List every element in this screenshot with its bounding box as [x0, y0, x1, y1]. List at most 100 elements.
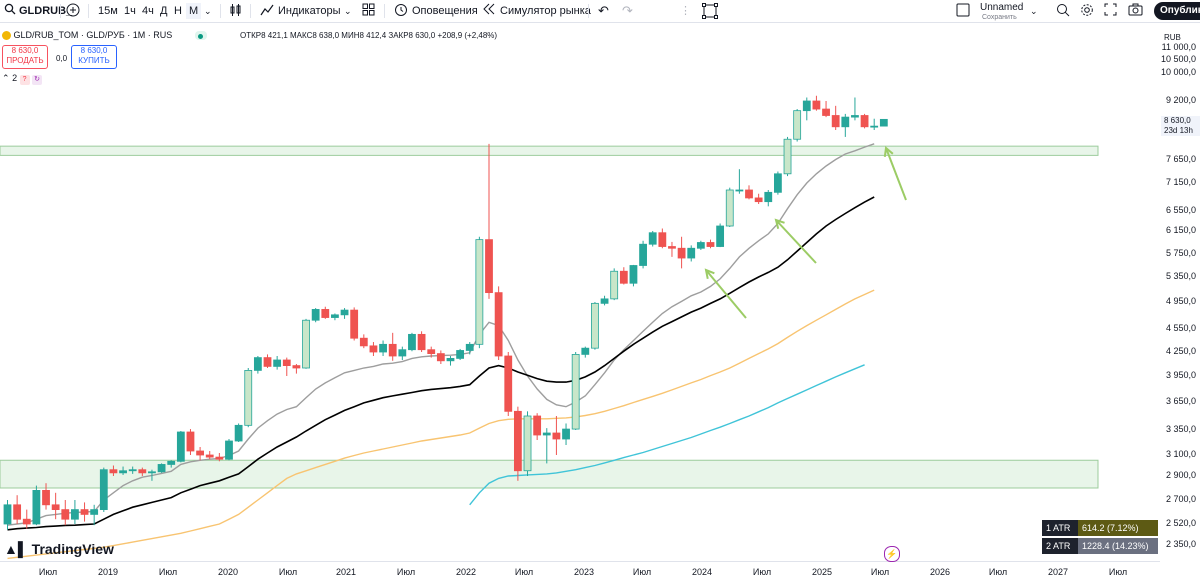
sell-button[interactable]: 8 630,0 ПРОДАТЬ — [2, 45, 48, 69]
candle[interactable] — [32, 485, 41, 526]
indicators-chevron-icon[interactable]: ⌄ — [344, 6, 352, 16]
candle[interactable] — [619, 267, 628, 285]
candle-type-icon[interactable] — [228, 3, 242, 19]
candle[interactable] — [128, 466, 137, 474]
candle[interactable] — [591, 302, 599, 350]
symbol-legend[interactable]: GLD/RUB_TOM · GLD/РУБ · 1М · RUS — [2, 30, 207, 41]
candle[interactable] — [369, 342, 378, 356]
candle[interactable] — [533, 413, 542, 440]
candle[interactable] — [610, 268, 619, 301]
candle[interactable] — [716, 223, 725, 248]
candle[interactable] — [263, 354, 272, 368]
replay-button[interactable]: Симулятор рынка — [500, 5, 591, 17]
candle[interactable] — [80, 502, 89, 522]
candle[interactable] — [379, 340, 387, 357]
publish-button[interactable]: Опубликовать — [1154, 2, 1200, 20]
candle[interactable] — [3, 500, 12, 530]
candle[interactable] — [157, 463, 166, 473]
candle[interactable] — [879, 118, 888, 127]
interval-week[interactable]: Н — [174, 5, 182, 17]
compare-add-icon[interactable] — [66, 3, 80, 19]
indicators-button[interactable]: Индикаторы — [278, 5, 341, 17]
candle[interactable] — [696, 240, 705, 250]
candle[interactable] — [225, 439, 233, 461]
candle[interactable] — [812, 95, 821, 111]
indicators-icon[interactable] — [260, 3, 274, 19]
layout-checkbox-icon[interactable] — [956, 3, 970, 19]
candle[interactable] — [802, 97, 811, 121]
candle[interactable] — [138, 467, 147, 476]
candle[interactable] — [668, 241, 676, 257]
candle[interactable] — [244, 368, 253, 428]
interval-1h[interactable]: 1ч — [124, 5, 136, 17]
candle[interactable] — [870, 118, 879, 130]
lightning-icon[interactable]: ⚡ — [884, 546, 900, 562]
snapshot-camera-icon[interactable] — [1128, 3, 1143, 19]
interval-15m[interactable]: 15м — [98, 5, 118, 17]
support-zone-1[interactable] — [0, 145, 1099, 156]
layouts-grid-icon[interactable] — [362, 3, 375, 19]
alerts-button[interactable]: Оповещения — [412, 5, 478, 17]
candle[interactable] — [340, 308, 349, 319]
candle[interactable] — [398, 346, 407, 360]
candle[interactable] — [658, 228, 667, 249]
layout-name[interactable]: Unnamed — [980, 2, 1024, 13]
fullscreen-icon[interactable] — [1104, 3, 1117, 19]
candle[interactable] — [571, 352, 580, 430]
moving-average-line-2[interactable] — [7, 196, 875, 531]
candle[interactable] — [706, 239, 715, 249]
candle[interactable] — [860, 113, 869, 129]
candle[interactable] — [581, 346, 590, 358]
candle[interactable] — [302, 318, 310, 369]
candle[interactable] — [436, 350, 445, 364]
currency-label[interactable]: RUB — [1164, 33, 1181, 42]
candle[interactable] — [465, 342, 474, 355]
alert-clock-icon[interactable] — [394, 3, 408, 19]
candle[interactable] — [485, 143, 493, 299]
drag-handle-icon[interactable]: ⋮ — [680, 5, 691, 17]
candle[interactable] — [42, 483, 50, 510]
candle[interactable] — [408, 332, 416, 352]
trend-arrow-1[interactable] — [705, 269, 747, 319]
candle[interactable] — [22, 509, 31, 529]
candle[interactable] — [350, 307, 359, 341]
candle[interactable] — [456, 348, 465, 360]
candle[interactable] — [13, 495, 22, 524]
quick-search-icon[interactable] — [1056, 3, 1070, 19]
candle[interactable] — [215, 453, 224, 462]
candle[interactable] — [831, 105, 840, 130]
candle[interactable] — [542, 428, 551, 464]
candle[interactable] — [196, 447, 205, 461]
candle[interactable] — [475, 236, 484, 349]
candle[interactable] — [417, 331, 426, 352]
candle[interactable] — [523, 411, 532, 476]
candle[interactable] — [253, 356, 262, 374]
layout-chevron-icon[interactable]: ⌄ — [1030, 6, 1038, 16]
candle[interactable] — [764, 190, 773, 207]
interval-4h[interactable]: 4ч — [142, 5, 154, 17]
candle[interactable] — [331, 313, 339, 321]
settings-gear-icon[interactable] — [1080, 3, 1094, 19]
candle[interactable] — [176, 431, 185, 463]
candle[interactable] — [205, 451, 214, 460]
moving-average-line-3[interactable] — [7, 289, 875, 560]
candle[interactable] — [677, 236, 686, 269]
candle[interactable] — [851, 97, 859, 121]
candle[interactable] — [774, 171, 782, 195]
candle[interactable] — [494, 286, 503, 360]
candle[interactable] — [504, 352, 513, 416]
candle[interactable] — [745, 185, 753, 200]
candle[interactable] — [148, 469, 156, 481]
buy-button[interactable]: 8 630,0 КУПИТЬ — [71, 45, 117, 69]
candle[interactable] — [629, 264, 638, 287]
candle[interactable] — [687, 245, 696, 262]
candle[interactable] — [841, 113, 850, 137]
candle[interactable] — [71, 500, 79, 524]
replay-icon[interactable] — [482, 3, 496, 19]
candle[interactable] — [822, 101, 830, 118]
candle[interactable] — [282, 357, 291, 376]
candle[interactable] — [735, 169, 744, 194]
symbol-name[interactable]: GLDRUB_ — [19, 5, 73, 17]
candle[interactable] — [446, 356, 455, 366]
candle[interactable] — [311, 308, 320, 323]
